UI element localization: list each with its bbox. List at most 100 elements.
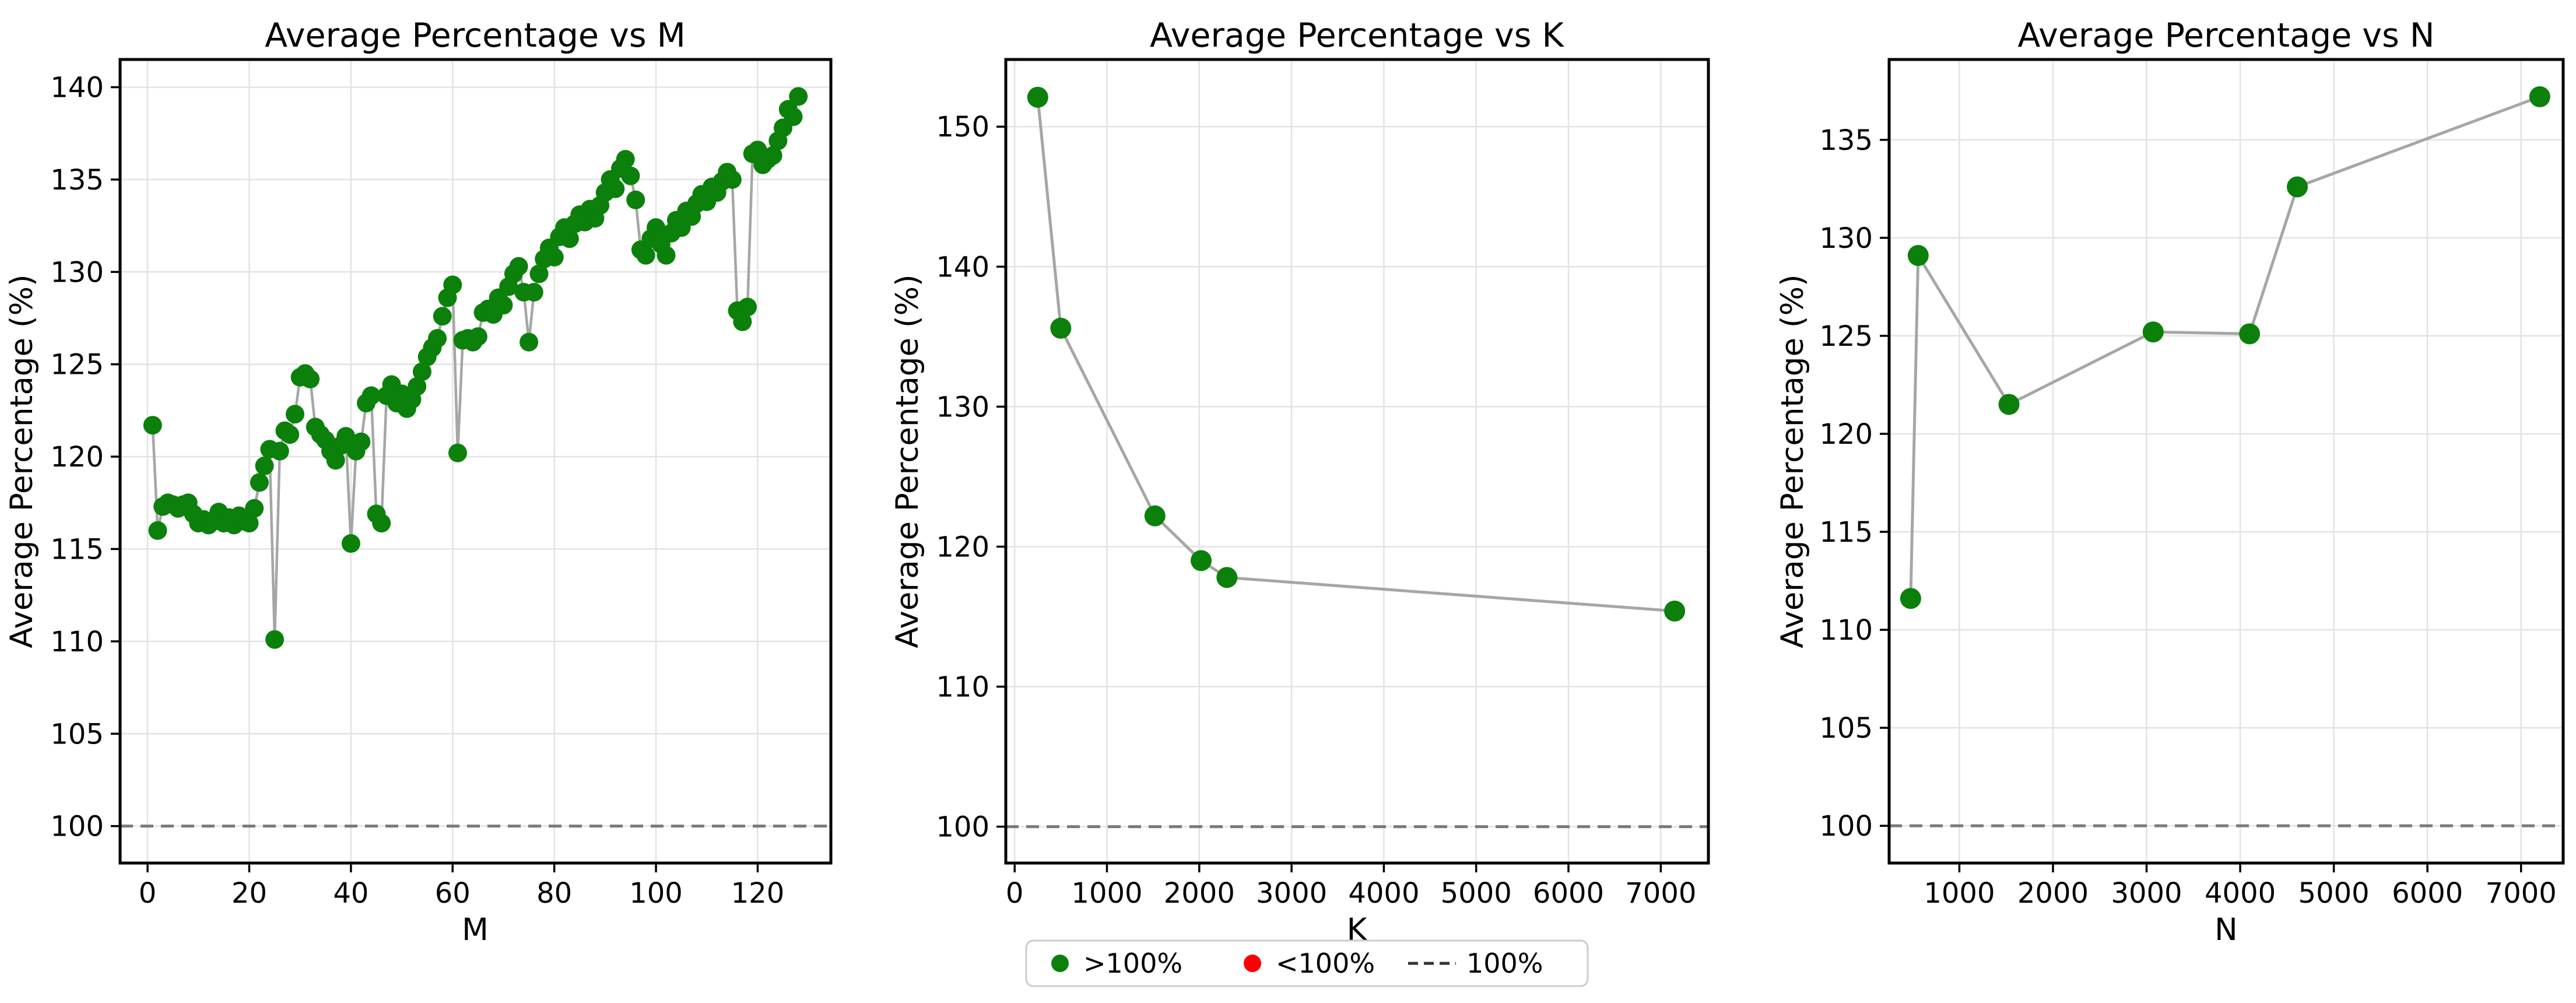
x-tick-label: 5000 (1441, 877, 1512, 910)
series-points (143, 87, 808, 649)
data-point (509, 257, 528, 276)
x-tick-label: 100 (629, 877, 683, 910)
y-tick-label: 120 (1819, 418, 1873, 451)
x-tick-label: 40 (333, 877, 368, 910)
legend-item-label: >100% (1083, 948, 1182, 979)
data-point (606, 179, 625, 198)
x-tick-label: 80 (536, 877, 572, 910)
x-tick-label: 6000 (1533, 877, 1604, 910)
data-point (148, 521, 167, 540)
data-point (524, 283, 543, 302)
data-point (545, 248, 564, 266)
y-tick-label: 150 (936, 111, 989, 143)
data-point (245, 499, 264, 518)
x-tick-label: 6000 (2392, 877, 2463, 910)
chart-n-ylabel: Average Percentage (%) (1775, 274, 1810, 648)
data-point (372, 514, 391, 533)
data-point (626, 190, 645, 209)
x-tick-label: 1000 (1071, 877, 1142, 910)
chart-m-ylabel: Average Percentage (%) (4, 274, 40, 648)
x-tick-label: 7000 (1625, 877, 1696, 910)
data-point (1664, 600, 1686, 622)
axes-spines (1004, 58, 1710, 865)
y-tick-label: 125 (1819, 320, 1873, 353)
x-tick-label: 4000 (2205, 877, 2276, 910)
data-point (280, 425, 300, 444)
grid (1006, 59, 1708, 863)
data-point (722, 170, 742, 189)
x-tick-label: 20 (231, 877, 267, 910)
x-tick-label: 7000 (2486, 877, 2557, 910)
data-point (657, 246, 676, 265)
y-tick-label: 110 (936, 671, 989, 704)
data-point (1027, 86, 1048, 108)
series-line (1036, 97, 1675, 613)
y-tick-label: 100 (50, 811, 104, 843)
data-point (336, 427, 356, 446)
y-tick-label: 115 (50, 533, 104, 566)
y-tick-label: 120 (936, 531, 989, 563)
data-point (1144, 505, 1166, 527)
x-tick-label: 120 (731, 877, 785, 910)
data-point (433, 307, 452, 326)
data-point (362, 386, 381, 405)
y-tick-label: 140 (50, 72, 104, 104)
axes-spines (1887, 58, 2565, 865)
y-tick-label: 140 (936, 251, 989, 283)
data-point (1907, 245, 1929, 266)
data-point (468, 327, 487, 346)
data-point (408, 377, 427, 396)
y-tick-label: 105 (1819, 712, 1873, 745)
data-point (733, 312, 752, 331)
data-point (1050, 317, 1072, 339)
y-tick-label: 135 (1819, 124, 1873, 157)
data-point (2529, 86, 2550, 107)
data-point (2239, 323, 2261, 345)
chart-k-ylabel: Average Percentage (%) (890, 274, 925, 648)
data-point (784, 107, 803, 127)
series-points (1900, 86, 2550, 609)
x-tick-label: 2000 (2017, 877, 2089, 910)
data-point (2287, 176, 2308, 198)
data-point (616, 150, 635, 169)
data-point (2142, 321, 2164, 343)
data-point (240, 514, 259, 533)
legend-item-label: <100% (1276, 948, 1375, 979)
data-point (143, 416, 162, 435)
chart-k-title: Average Percentage vs K (1150, 16, 1565, 55)
legend-item-label: 100% (1466, 948, 1543, 979)
y-tick-label: 130 (50, 256, 104, 289)
chart-m-xlabel: M (462, 912, 489, 948)
data-point (326, 451, 345, 470)
chart-n-xlabel: N (2214, 912, 2238, 948)
y-tick-label: 110 (50, 626, 104, 658)
chart-n-plot-area: 1000 2000 3000 4000 5000 6000 7000 100 105 110 115… (1819, 58, 2565, 910)
data-point (352, 432, 371, 451)
axes-background (1889, 59, 2563, 863)
tick-marks: 0 20 40 60 80 100 120 100 105 110 115 120 125 130 135 1… (50, 72, 784, 910)
y-tick-label: 130 (936, 391, 989, 423)
data-point (255, 456, 274, 475)
data-point (265, 630, 285, 649)
data-point (270, 441, 289, 461)
x-tick-label: 1000 (1924, 877, 1995, 910)
data-point (1998, 394, 2020, 415)
chart-m-plot-area: 0 20 40 60 80 100 120 100 105 110 115 120 125 130 135 1… (50, 58, 833, 910)
chart-k-plot-area: 0 1000 2000 3000 4000 5000 6000 7000 100 110 120 13… (936, 58, 1710, 910)
y-tick-label: 130 (1819, 222, 1873, 255)
y-tick-label: 115 (1819, 516, 1873, 549)
y-tick-label: 110 (1819, 614, 1873, 647)
x-tick-label: 5000 (2298, 877, 2370, 910)
x-tick-label: 2000 (1164, 877, 1235, 910)
data-point (428, 329, 447, 348)
data-point (636, 246, 655, 265)
data-point (647, 218, 665, 237)
series-points (1027, 86, 1686, 622)
tick-marks: 1000 2000 3000 4000 5000 6000 7000 100 105 110 115… (1819, 124, 2556, 910)
grid (120, 59, 831, 863)
x-tick-label: 3000 (2111, 877, 2182, 910)
x-tick-label: 60 (435, 877, 471, 910)
y-tick-label: 120 (50, 441, 104, 474)
data-point (621, 166, 640, 185)
